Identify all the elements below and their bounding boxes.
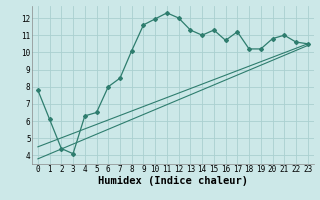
X-axis label: Humidex (Indice chaleur): Humidex (Indice chaleur) [98,176,248,186]
